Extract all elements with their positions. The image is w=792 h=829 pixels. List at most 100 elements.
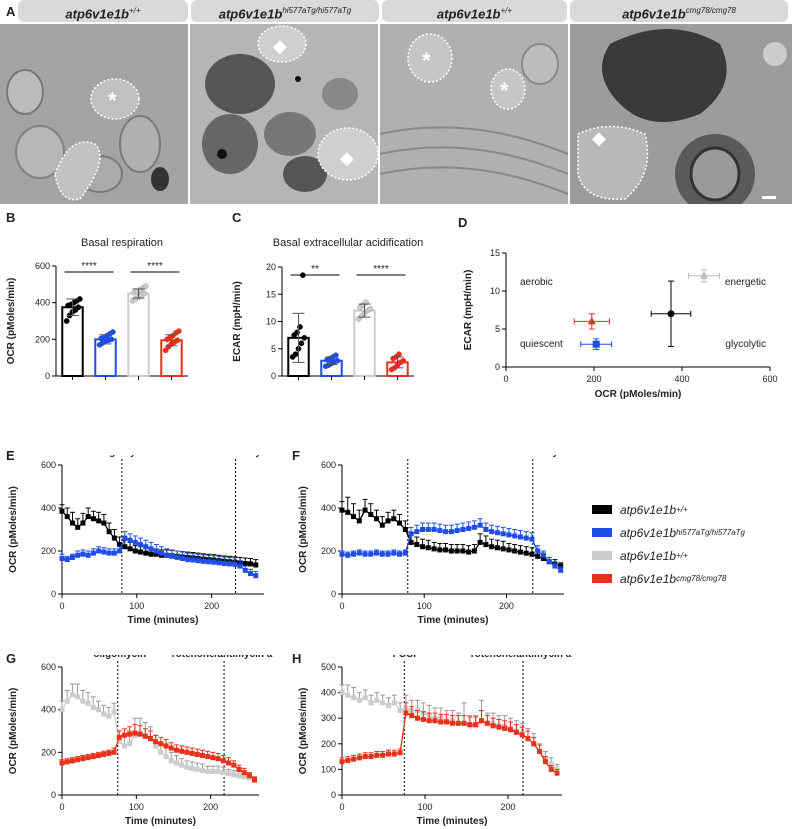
series-point [535,553,541,559]
series-point [523,550,529,556]
series-point [461,720,467,726]
legend-label-sup: hi577aTg/hi577aTg [676,528,746,537]
series-point [362,551,368,557]
series-point [147,735,153,741]
y-tick-label: 20 [266,262,276,272]
data-point [162,347,169,354]
scatter-point [592,340,600,348]
y-tick-label: 100 [321,764,336,774]
em-header-1-sup: +/+ [129,6,141,15]
series-point [248,571,254,577]
series-point [425,545,431,551]
series-point [494,530,500,536]
series-point [101,711,107,717]
series-point [106,750,112,756]
series-point [85,700,91,706]
series-point [473,722,479,728]
x-tick-label: 0 [339,601,344,611]
series-point [179,556,185,562]
legend-label-sup: +/+ [676,551,688,560]
series-point [374,516,380,522]
series-point [391,700,397,706]
series-point [448,529,454,535]
series-point [252,777,258,783]
data-point [175,328,182,334]
y-tick-label: 15 [490,248,500,258]
series-point [490,723,496,729]
series-point [80,551,86,557]
em-header-3: atp6v1e1b+/+ [382,0,567,22]
series-point [221,560,227,566]
series-point [402,550,408,556]
series-point [385,518,391,524]
data-point [108,336,115,343]
series-point [205,769,211,775]
data-point [75,304,82,311]
series-point [168,758,174,764]
y-tick-label: 400 [41,503,56,513]
series-point [116,734,122,740]
injection-label: oligomycin [97,455,150,458]
x-tick-label: 100 [418,802,433,812]
quadrant-label-aerobic: aerobic [520,277,553,288]
legend-label-base: atp6v1e1b [620,525,677,540]
series-point [437,528,443,534]
series-point [132,539,138,545]
series-point [454,528,460,534]
y-tick-label: 0 [45,371,50,381]
series-point [153,548,159,554]
x-tick-label: 200 [204,601,219,611]
chart-h: 0 100 200 300 400 500 0 100 200 Time (minutes) OCR… [298,655,572,827]
series-point [164,552,170,558]
series-point [368,551,374,557]
series-point [142,733,148,739]
series-point [351,551,357,557]
series-point [122,544,128,550]
series-point [80,756,86,762]
series-point [215,756,221,762]
series-point [96,518,102,524]
series-point [449,720,455,726]
series-point [379,522,385,528]
data-point [334,357,341,364]
series-point [502,725,508,731]
em-header-4: atp6v1e1bcmg78/cmg78 [570,0,788,22]
series-point [116,739,122,745]
series-point [80,698,86,704]
em-header-2-sup: hi577aTg/hi577aTg [282,6,352,15]
data-point [298,340,305,347]
x-tick-label: 0 [503,374,508,384]
series-point [362,507,368,513]
injection-label: FCCP [396,455,424,458]
series-point [75,552,81,558]
series-point [253,573,259,579]
series-point [206,559,212,565]
significance-label: **** [147,261,163,272]
series-point [242,567,248,573]
series-point [546,559,552,565]
series-point [227,561,233,567]
x-tick-label: 100 [129,601,144,611]
series-point [106,713,112,719]
series-point [231,772,237,778]
y-tick-label: 400 [35,298,50,308]
y-axis-label: ECAR (mpH/min) [463,270,474,351]
data-point [142,283,149,290]
panel-label-c: C [232,210,242,225]
series-point [246,773,252,779]
series-point [345,509,351,515]
series-point [500,546,506,552]
series-point [75,694,81,700]
y-tick-label: 600 [41,662,56,672]
x-tick-label: 200 [203,802,218,812]
series-point [159,550,165,556]
em-marker-star-2: * [422,48,431,73]
series-point [512,533,518,539]
y-axis-label: OCR (pMoles/min) [6,278,17,365]
series-point [169,553,175,559]
series-point [158,741,164,747]
series-point [414,529,420,535]
y-tick-label: 600 [321,460,336,470]
series-point [179,748,185,754]
series-point [138,549,144,555]
